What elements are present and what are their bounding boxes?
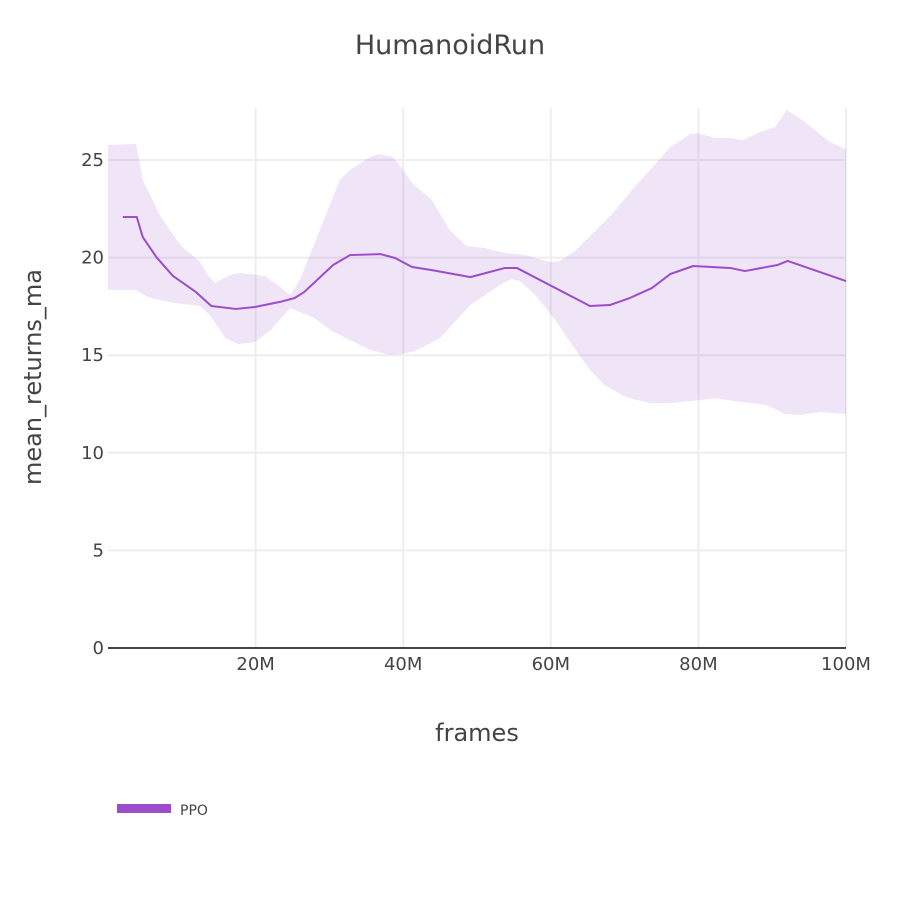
- svg-text:10: 10: [81, 443, 104, 464]
- svg-text:5: 5: [93, 540, 104, 561]
- legend-swatch-ppo: [117, 804, 171, 813]
- svg-text:20: 20: [81, 248, 104, 269]
- ppo-series-line: [122, 215, 847, 310]
- gridlines: [108, 108, 847, 648]
- svg-text:25: 25: [81, 150, 104, 171]
- svg-text:0: 0: [93, 638, 104, 659]
- chart-title: HumanoidRun: [355, 30, 545, 61]
- legend-label-ppo[interactable]: PPO: [180, 803, 208, 819]
- y-axis-title: mean_returns_ma: [19, 269, 47, 485]
- svg-text:80M: 80M: [679, 654, 717, 675]
- ppo-confidence-band: [108, 110, 846, 415]
- legend[interactable]: PPO: [117, 803, 208, 819]
- svg-text:100M: 100M: [821, 654, 871, 675]
- svg-text:20M: 20M: [236, 654, 274, 675]
- svg-text:15: 15: [81, 345, 104, 366]
- x-axis-title: frames: [435, 719, 519, 747]
- svg-text:40M: 40M: [384, 654, 422, 675]
- x-axis-ticks: 20M 40M 60M 80M 100M: [236, 654, 871, 675]
- svg-text:60M: 60M: [532, 654, 570, 675]
- y-axis-ticks: 0 5 10 15 20 25: [81, 150, 104, 659]
